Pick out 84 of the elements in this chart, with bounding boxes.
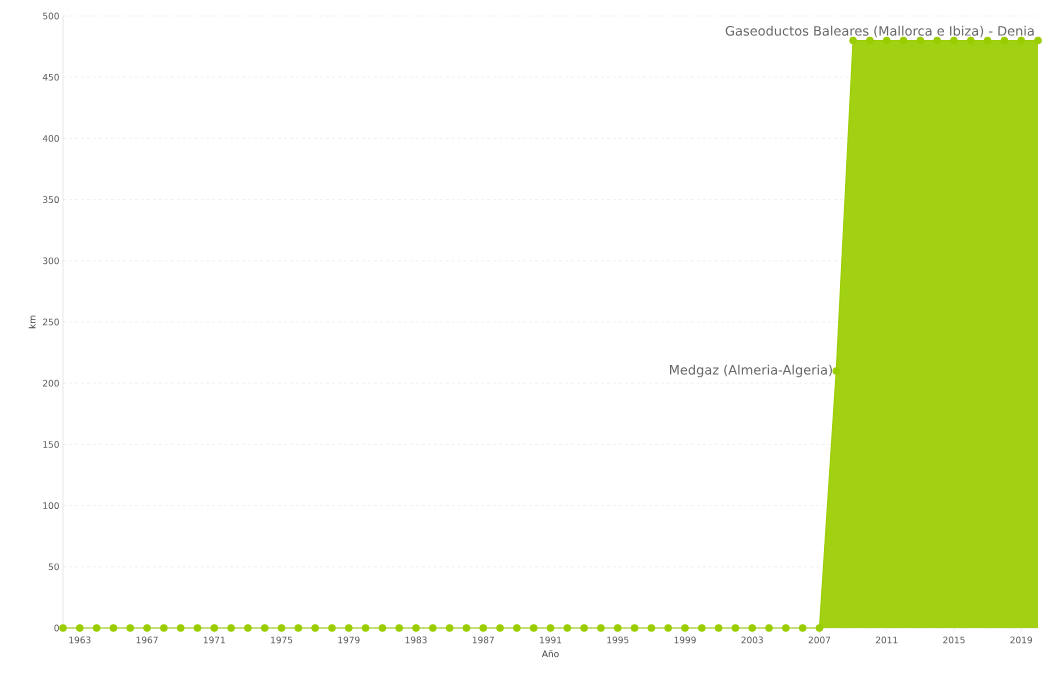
point xyxy=(714,624,723,632)
point xyxy=(630,624,639,632)
y-tick-label: 100 xyxy=(43,502,59,509)
point xyxy=(59,624,67,632)
y-tick-label: 300 xyxy=(43,257,59,265)
point xyxy=(109,624,118,632)
point xyxy=(244,624,252,632)
point xyxy=(664,624,672,632)
x-axis-title: Año xyxy=(541,650,559,658)
point xyxy=(412,624,420,632)
point xyxy=(227,624,235,632)
point xyxy=(1017,36,1025,45)
point xyxy=(344,624,353,632)
point xyxy=(479,624,488,632)
x-tick-label: 1999 xyxy=(674,636,696,644)
y-tick-label: 450 xyxy=(42,73,59,81)
point xyxy=(798,624,807,632)
x-tick-label: 1995 xyxy=(607,636,629,644)
point xyxy=(210,624,219,632)
point xyxy=(546,624,555,632)
y-tick-label: 500 xyxy=(43,12,59,20)
x-tick-label: 2011 xyxy=(875,636,898,644)
y-tick-label: 0 xyxy=(54,624,59,632)
point xyxy=(260,624,269,632)
point xyxy=(76,624,84,632)
point xyxy=(92,624,101,632)
y-tick-label: 150 xyxy=(43,441,59,448)
point xyxy=(529,624,538,632)
point xyxy=(193,624,202,632)
point xyxy=(1000,36,1009,45)
point xyxy=(395,624,403,632)
annotation: Gaseoductos Baleares (Mallorca e Ibiza) - Denia xyxy=(725,25,1034,38)
point xyxy=(580,624,588,632)
x-tick-label: 2007 xyxy=(808,636,831,644)
point xyxy=(983,36,992,45)
y-axis-title: km xyxy=(28,315,36,329)
point xyxy=(698,624,706,632)
x-tick-label: 1963 xyxy=(69,636,91,644)
point xyxy=(311,624,319,632)
point xyxy=(462,624,471,632)
point xyxy=(294,624,303,632)
y-tick-label: 400 xyxy=(42,135,59,142)
point xyxy=(782,624,790,632)
point xyxy=(647,624,656,632)
x-tick-label: 1971 xyxy=(203,636,225,644)
y-tick-label: 200 xyxy=(43,379,59,387)
y-tick-label: 250 xyxy=(43,318,59,326)
point xyxy=(378,624,387,632)
y-tick-label: 50 xyxy=(48,563,59,571)
x-tick-label: 1975 xyxy=(271,636,293,644)
point xyxy=(445,624,454,632)
point xyxy=(496,624,504,632)
x-tick-label: 1983 xyxy=(405,636,427,644)
point xyxy=(681,624,689,632)
point xyxy=(866,36,874,45)
point xyxy=(765,624,773,632)
point xyxy=(731,624,740,632)
x-tick-label: 1979 xyxy=(338,636,360,644)
point xyxy=(160,624,168,632)
x-tick-label: 1967 xyxy=(136,636,158,644)
point xyxy=(832,367,841,375)
point xyxy=(143,624,151,632)
point xyxy=(361,624,370,632)
x-tick-label: 1991 xyxy=(540,636,562,644)
y-tick-label: 350 xyxy=(43,196,59,203)
point xyxy=(277,624,286,632)
point xyxy=(563,624,572,632)
x-tick-label: 2019 xyxy=(1010,636,1032,644)
point xyxy=(328,624,336,632)
point xyxy=(126,624,135,632)
x-tick-label: 1987 xyxy=(472,636,494,644)
point xyxy=(849,36,857,45)
point xyxy=(513,624,521,632)
point xyxy=(748,624,757,632)
point xyxy=(176,624,185,632)
point xyxy=(933,36,941,45)
point xyxy=(613,624,622,632)
x-tick-label: 2003 xyxy=(741,636,763,644)
point xyxy=(1034,36,1042,45)
annotation: Medgaz (Almeria-Algeria) xyxy=(670,364,832,378)
point xyxy=(429,624,437,632)
point xyxy=(597,624,605,632)
x-tick-label: 2015 xyxy=(943,636,965,644)
point xyxy=(815,624,824,632)
